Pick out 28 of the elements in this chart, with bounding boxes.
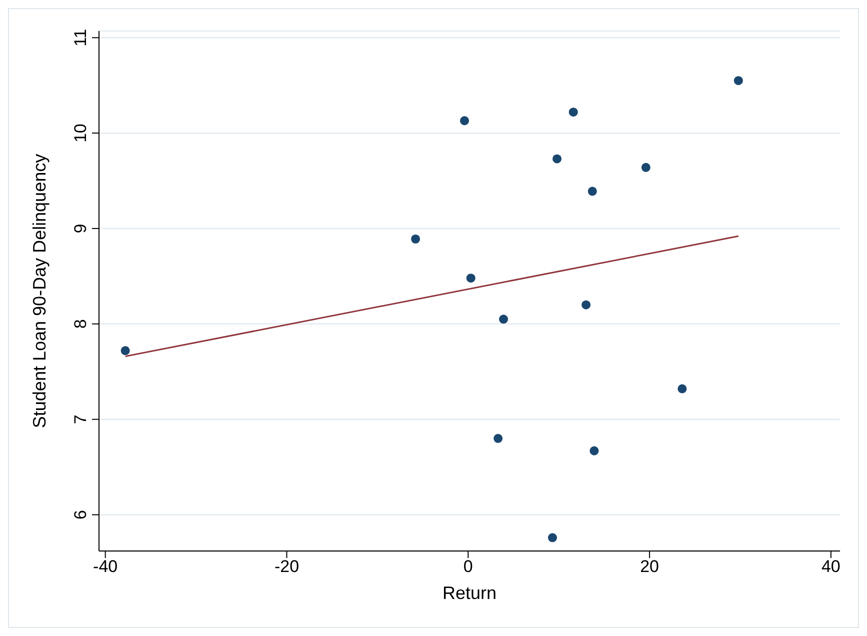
y-tick-label: 9 (71, 224, 90, 234)
y-tick-label: 8 (71, 319, 90, 329)
point (641, 162, 650, 172)
x-tick-label: -20 (274, 557, 300, 576)
point (499, 314, 508, 324)
x-tick-label: -40 (93, 557, 118, 576)
point (568, 108, 578, 117)
point (494, 434, 503, 443)
point (734, 76, 743, 86)
point (678, 384, 687, 394)
point (466, 274, 476, 283)
point (582, 300, 591, 310)
point (460, 116, 470, 126)
x-axis-title: Return (442, 583, 497, 603)
y-tick-label: 7 (71, 414, 90, 424)
y-axis-title: Student Loan 90-Day Delinquency (29, 154, 50, 428)
x-tick-label: 40 (821, 557, 840, 576)
point (120, 346, 130, 356)
y-tick-label: 6 (71, 510, 90, 520)
y-tick-label: 11 (71, 28, 90, 47)
point (548, 533, 557, 542)
point (411, 234, 420, 244)
y-tick-label: 10 (71, 124, 90, 143)
point (552, 154, 562, 164)
x-tick-label: 0 (463, 557, 473, 576)
point (588, 186, 597, 196)
point (590, 446, 599, 456)
x-tick-label: 20 (640, 557, 659, 576)
